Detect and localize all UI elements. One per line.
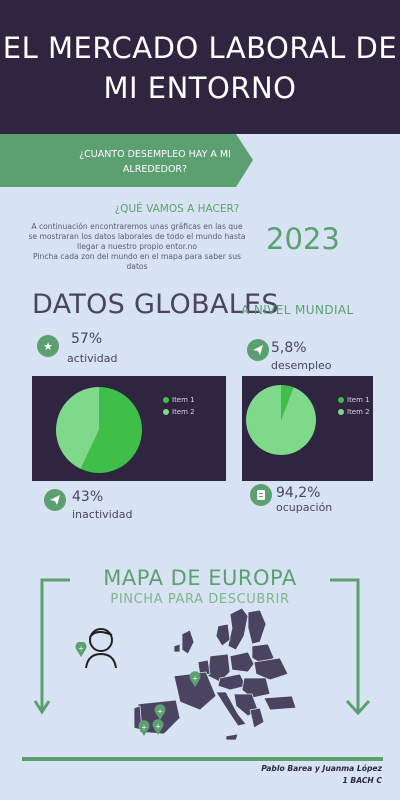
- pie-slice-2: [56, 387, 99, 469]
- france-shape[interactable]: [173, 671, 217, 711]
- right-arrow-icon: [345, 699, 371, 716]
- legend-item-1: Item 1: [163, 394, 195, 406]
- italy-shape[interactable]: [215, 691, 247, 727]
- svg-text:+: +: [141, 724, 147, 732]
- legend-item-2: Item 2: [338, 406, 370, 418]
- map-pin-icon[interactable]: +: [75, 642, 87, 658]
- ocupacion-value: 94,2%: [276, 485, 321, 501]
- poland-shape[interactable]: [229, 651, 255, 673]
- map-pin-icon[interactable]: +: [189, 671, 201, 687]
- europe-map[interactable]: + + + +: [130, 606, 302, 756]
- actividad-chart: Item 1 Item 2: [32, 376, 226, 481]
- map-pin-icon[interactable]: +: [152, 719, 164, 735]
- pie-slice-1: [281, 385, 294, 420]
- intro-line-4: Pincha cada zon del mundo en el mapa par…: [33, 252, 241, 261]
- global-data-title: DATOS GLOBALES: [32, 289, 279, 320]
- page-title: EL MERCADO LABORAL DE MI ENTORNO: [0, 28, 400, 108]
- legend-item-2-label: Item 2: [347, 408, 370, 416]
- desempleo-value: 5,8%: [271, 340, 307, 356]
- desempleo-pie: [246, 385, 316, 455]
- ukraine-shape[interactable]: [253, 657, 289, 681]
- actividad-pie: [56, 387, 142, 473]
- romania-shape[interactable]: [241, 677, 271, 699]
- legend-item-1-label: Item 1: [172, 396, 195, 404]
- inactividad-label: inactividad: [72, 508, 133, 521]
- sicily-shape[interactable]: [225, 733, 239, 741]
- legend-item-1: Item 1: [338, 394, 370, 406]
- credits: Pablo Barea y Juanma López 1 BACH C: [180, 763, 382, 787]
- svg-text:+: +: [78, 645, 84, 653]
- paper-plane-icon: [247, 339, 269, 361]
- finland-shape[interactable]: [247, 609, 267, 645]
- map-subtitle[interactable]: PINCHA PARA DESCUBRIR: [110, 592, 290, 607]
- ireland-shape[interactable]: [173, 643, 181, 653]
- right-bracket: [330, 578, 360, 712]
- uk-shape[interactable]: [181, 629, 195, 655]
- desempleo-chart: Item 1 Item 2: [242, 376, 373, 481]
- bracket-arrows: [33, 578, 371, 716]
- paper-plane-icon: [44, 489, 66, 511]
- header-banner: [0, 0, 400, 134]
- intro-line-2: se mostraran los datos laborales de todo…: [28, 232, 246, 241]
- intro-line-1: A continuación encontraremos unas gráfic…: [31, 222, 243, 231]
- credits-authors: Pablo Barea y Juanma López: [261, 764, 382, 773]
- intro-line-5: datos: [126, 262, 148, 271]
- desempleo-legend: Item 1 Item 2: [338, 394, 370, 418]
- desempleo-label: desempleo: [271, 359, 332, 372]
- question-ribbon-text: ¿CUANTO DESEMPLEO HAY A MI ALREDEDOR?: [70, 147, 240, 177]
- left-bracket: [40, 578, 70, 710]
- map-pin-icon[interactable]: +: [154, 704, 166, 720]
- map-pins[interactable]: + + + +: [138, 671, 201, 736]
- ocupacion-label: ocupación: [276, 501, 333, 514]
- actividad-legend: Item 1 Item 2: [163, 394, 195, 418]
- year-label: 2023: [266, 222, 340, 256]
- scandinavia-shape[interactable]: [227, 607, 249, 651]
- document-icon: [250, 484, 272, 506]
- map-title: MAPA DE EUROPA: [103, 566, 297, 590]
- ribbon-line-2: ALREDEDOR?: [122, 164, 188, 175]
- map-pin-icon[interactable]: +: [138, 720, 150, 736]
- benelux-shape[interactable]: [197, 659, 211, 677]
- ribbon-line-1: ¿CUANTO DESEMPLEO HAY A MI: [79, 149, 231, 160]
- question-ribbon: [0, 134, 253, 187]
- norway-south-shape[interactable]: [215, 623, 231, 647]
- legend-item-1-label: Item 1: [347, 396, 370, 404]
- inactividad-value: 43%: [72, 489, 104, 505]
- turkey-shape[interactable]: [263, 695, 297, 711]
- footer-divider: [22, 757, 383, 761]
- pie-slice-1: [80, 387, 142, 473]
- actividad-value: 57%: [71, 331, 103, 347]
- svg-text:+: +: [155, 723, 161, 731]
- intro-line-3: llegar a nuestro propio entor.no: [76, 242, 198, 251]
- svg-text:+: +: [192, 675, 198, 683]
- user-icon: [85, 628, 117, 669]
- pie-slice-2: [246, 385, 316, 455]
- actividad-label: actividad: [67, 352, 118, 365]
- left-arrow-icon: [33, 700, 51, 715]
- intro-text: A continuación encontraremos unas gráfic…: [24, 222, 250, 272]
- star-icon: ★: [37, 335, 59, 357]
- svg-text:+: +: [157, 708, 163, 716]
- title-line-2: MI ENTORNO: [103, 71, 297, 105]
- legend-item-2-label: Item 2: [172, 408, 195, 416]
- greece-shape[interactable]: [249, 707, 265, 729]
- title-line-1: EL MERCADO LABORAL DE: [2, 31, 398, 65]
- intro-heading: ¿QUÉ VAMOS A HACER?: [114, 203, 240, 215]
- legend-item-2: Item 2: [163, 406, 195, 418]
- central-shape[interactable]: [217, 673, 247, 691]
- credits-class: 1 BACH C: [342, 776, 382, 785]
- global-data-subtitle: A NIVEL MUNDIAL: [241, 303, 354, 317]
